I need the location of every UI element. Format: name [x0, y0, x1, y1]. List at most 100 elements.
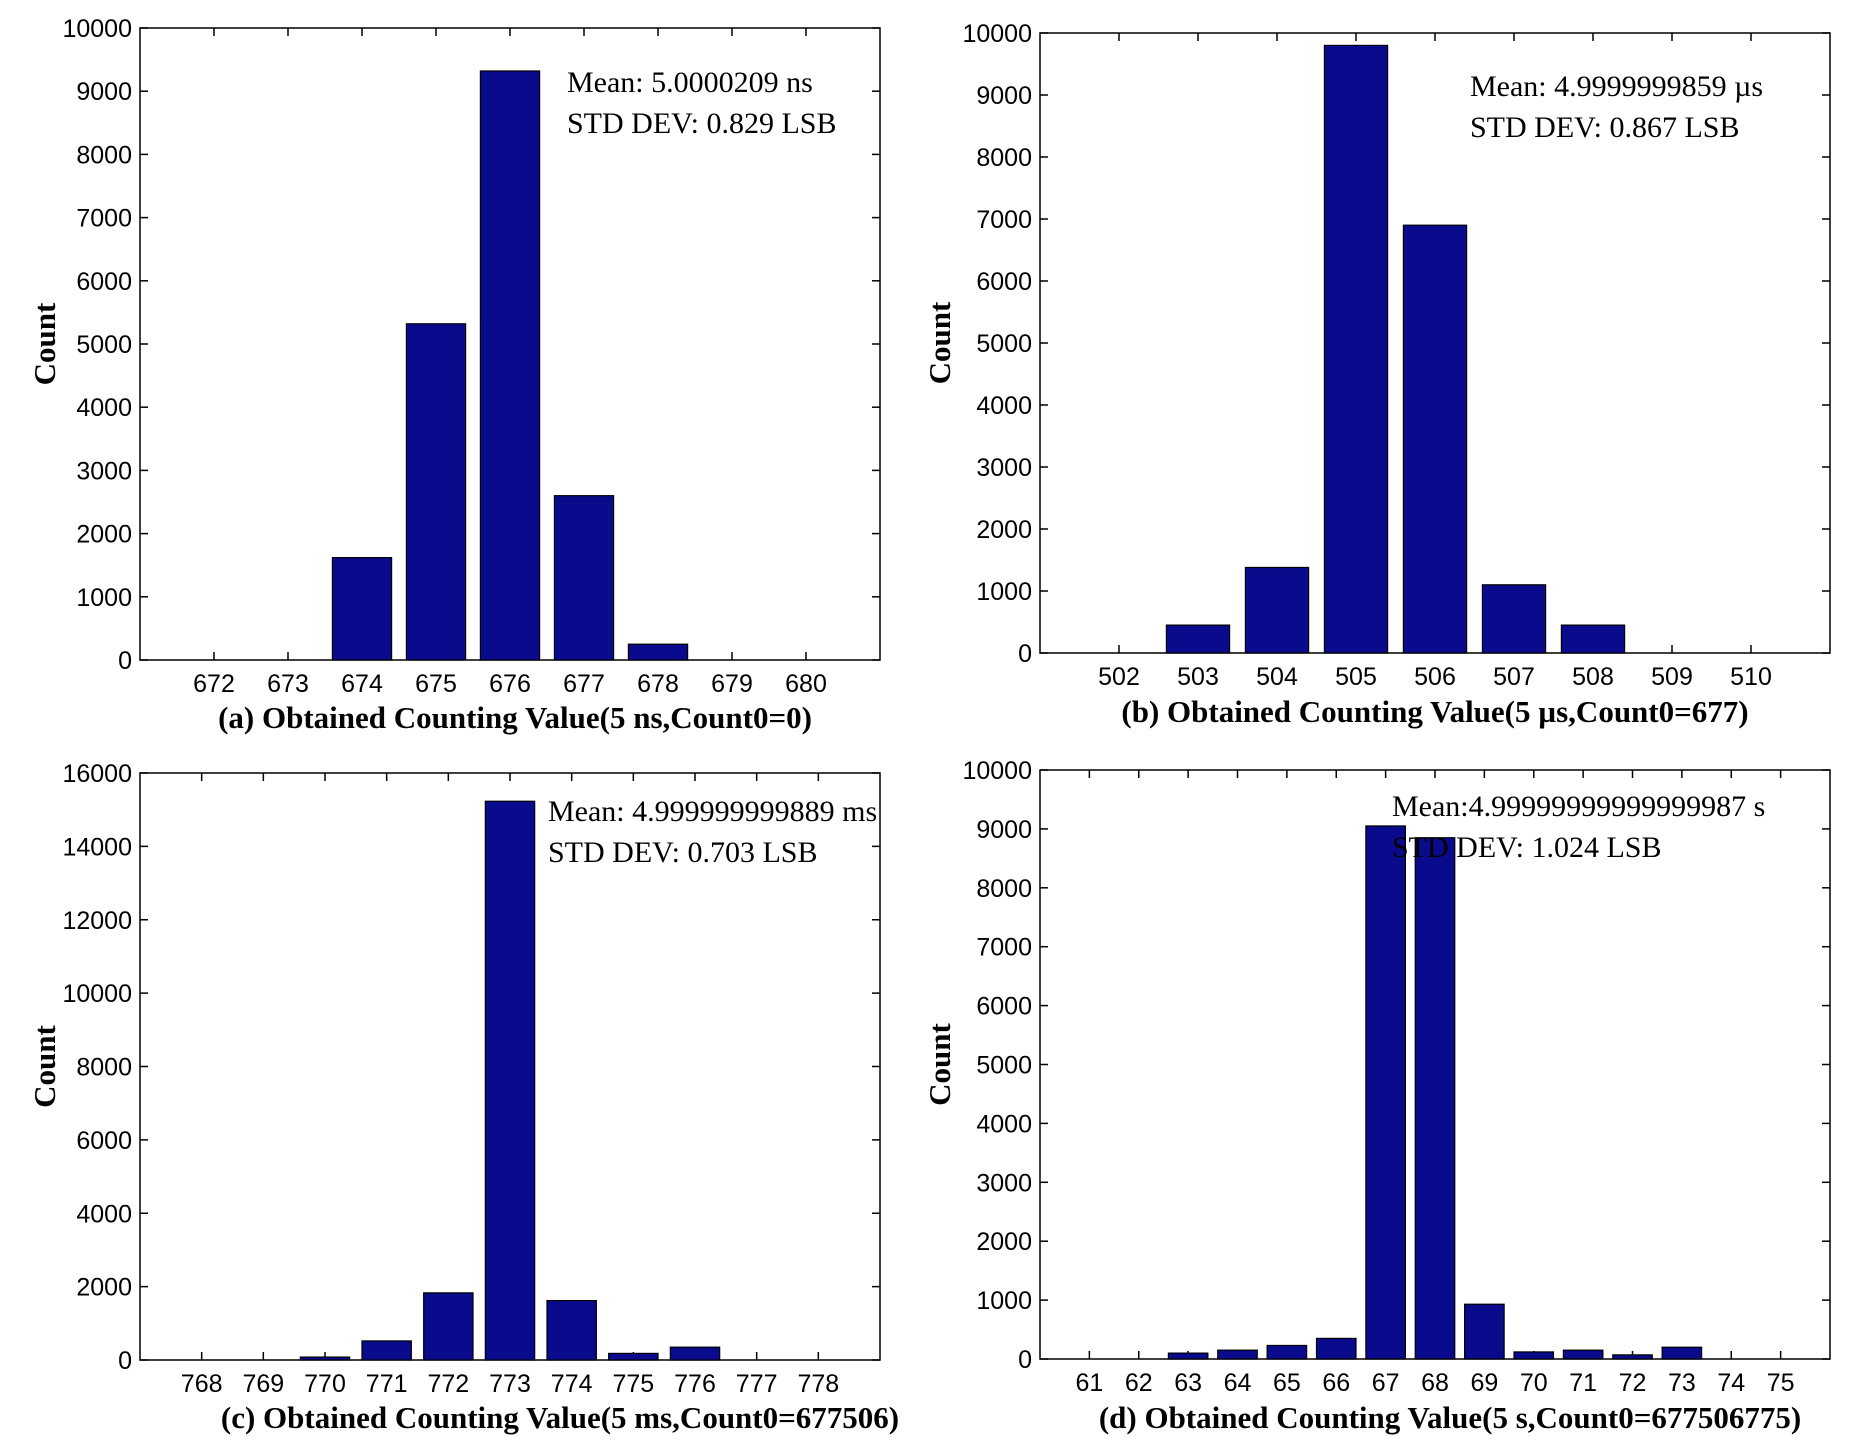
- bar-d-71: [1562, 1349, 1604, 1360]
- y-axis-label: Count: [922, 1022, 957, 1105]
- y-tick-label: 7000: [76, 205, 132, 233]
- panel-caption: (b) Obtained Counting Value(5 µs,Count0=…: [1121, 694, 1748, 729]
- x-tick-label: 672: [193, 670, 235, 698]
- bar-b-505: [1323, 44, 1389, 654]
- y-tick-label: 5000: [76, 331, 132, 359]
- y-tick-label: 12000: [62, 907, 132, 935]
- y-tick-label: 5000: [976, 1052, 1032, 1080]
- x-tick-label: 73: [1668, 1369, 1696, 1397]
- y-tick-label: 5000: [976, 330, 1032, 358]
- bar-a-678: [627, 643, 689, 661]
- x-tick-label: 61: [1075, 1369, 1103, 1397]
- y-tick-label: 8000: [76, 1054, 132, 1082]
- x-tick-label: 67: [1372, 1369, 1400, 1397]
- mean-annotation: Mean: 4.999999999889 ms: [548, 795, 877, 828]
- mean-annotation: Mean:4.99999999999999987 s: [1392, 790, 1765, 823]
- x-tick-label: 679: [711, 670, 753, 698]
- x-tick-label: 74: [1717, 1369, 1745, 1397]
- y-tick-label: 6000: [76, 268, 132, 296]
- bar-d-67: [1365, 825, 1406, 1360]
- y-tick-label: 10000: [962, 20, 1032, 48]
- y-tick-label: 4000: [976, 392, 1032, 420]
- x-tick-label: 774: [551, 1370, 593, 1398]
- x-tick-label: 772: [427, 1370, 469, 1398]
- bar-c-771: [361, 1340, 412, 1361]
- bar-c-770: [299, 1356, 351, 1361]
- y-tick-label: 10000: [62, 15, 132, 43]
- x-tick-label: 768: [181, 1370, 223, 1398]
- x-tick-label: 770: [304, 1370, 346, 1398]
- x-tick-label: 680: [785, 670, 827, 698]
- bar-c-773: [484, 800, 536, 1361]
- y-tick-label: 4000: [76, 394, 132, 422]
- x-tick-label: 676: [489, 670, 531, 698]
- y-tick-label: 2000: [76, 521, 132, 549]
- y-tick-label: 2000: [976, 1228, 1032, 1256]
- bar-d-63: [1167, 1352, 1209, 1360]
- y-tick-label: 6000: [976, 268, 1032, 296]
- x-tick-label: 673: [267, 670, 309, 698]
- bar-d-64: [1217, 1349, 1258, 1360]
- bar-d-73: [1661, 1346, 1703, 1360]
- y-tick-label: 14000: [62, 833, 132, 861]
- x-tick-label: 674: [341, 670, 383, 698]
- x-tick-label: 504: [1256, 663, 1298, 691]
- x-tick-label: 62: [1125, 1369, 1153, 1397]
- chart-panel-c: 0 2000 4000 6000 8000 10000 12000 14000 16000 768…: [27, 760, 899, 1435]
- x-tick-label: 776: [674, 1370, 716, 1398]
- std-dev-annotation: STD DEV: 0.703 LSB: [548, 836, 817, 869]
- bar-d-68: [1414, 837, 1456, 1360]
- x-tick-label: 506: [1414, 663, 1456, 691]
- x-tick-label: 769: [242, 1370, 284, 1398]
- y-tick-label: 1000: [976, 1287, 1032, 1315]
- x-tick-label: 69: [1470, 1369, 1498, 1397]
- bar-a-674: [331, 557, 393, 661]
- x-tick-label: 66: [1322, 1369, 1350, 1397]
- x-tick-label: 773: [489, 1370, 531, 1398]
- y-tick-label: 0: [118, 1347, 132, 1375]
- y-tick-label: 1000: [76, 584, 132, 612]
- y-tick-label: 0: [118, 647, 132, 675]
- bar-b-508: [1560, 624, 1626, 654]
- x-tick-label: 65: [1273, 1369, 1301, 1397]
- panel-caption: (c) Obtained Counting Value(5 ms,Count0=…: [221, 1400, 899, 1435]
- x-tick-label: 75: [1767, 1369, 1795, 1397]
- y-tick-label: 2000: [76, 1274, 132, 1302]
- bar-d-66: [1315, 1337, 1357, 1360]
- x-tick-label: 675: [415, 670, 457, 698]
- x-tick-label: 777: [736, 1370, 778, 1398]
- y-tick-label: 6000: [976, 993, 1032, 1021]
- x-tick-label: 72: [1619, 1369, 1647, 1397]
- x-tick-label: 678: [637, 670, 679, 698]
- y-axis-label: Count: [27, 1024, 62, 1107]
- bar-b-506: [1402, 224, 1468, 654]
- x-tick-label: 68: [1421, 1369, 1449, 1397]
- y-tick-label: 9000: [976, 82, 1032, 110]
- bar-c-776: [669, 1346, 721, 1361]
- bar-d-72: [1612, 1354, 1653, 1360]
- y-tick-label: 6000: [76, 1127, 132, 1155]
- y-tick-label: 9000: [976, 816, 1032, 844]
- y-axis-label: Count: [922, 301, 957, 384]
- y-tick-label: 8000: [976, 144, 1032, 172]
- bar-a-675: [405, 323, 467, 661]
- y-tick-label: 2000: [976, 516, 1032, 544]
- bar-c-775: [608, 1352, 659, 1361]
- y-tick-label: 16000: [62, 760, 132, 788]
- x-tick-label: 775: [612, 1370, 654, 1398]
- x-tick-label: 505: [1335, 663, 1377, 691]
- x-tick-label: 503: [1177, 663, 1219, 691]
- y-tick-label: 4000: [976, 1110, 1032, 1138]
- bar-d-69: [1464, 1303, 1505, 1360]
- bar-c-774: [546, 1299, 597, 1361]
- y-tick-label: 0: [1018, 640, 1032, 668]
- x-tick-label: 502: [1098, 663, 1140, 691]
- chart-panel-a: 0 1000 2000 3000 4000 5000 6000 7000 8000 9000 100…: [27, 15, 881, 735]
- x-tick-label: 510: [1730, 663, 1772, 691]
- bar-b-504: [1244, 566, 1310, 654]
- panel-caption: (d) Obtained Counting Value(5 s,Count0=6…: [1099, 1400, 1801, 1435]
- panel-caption: (a) Obtained Counting Value(5 ns,Count0=…: [218, 700, 812, 735]
- y-tick-label: 3000: [76, 457, 132, 485]
- x-tick-label: 70: [1520, 1369, 1548, 1397]
